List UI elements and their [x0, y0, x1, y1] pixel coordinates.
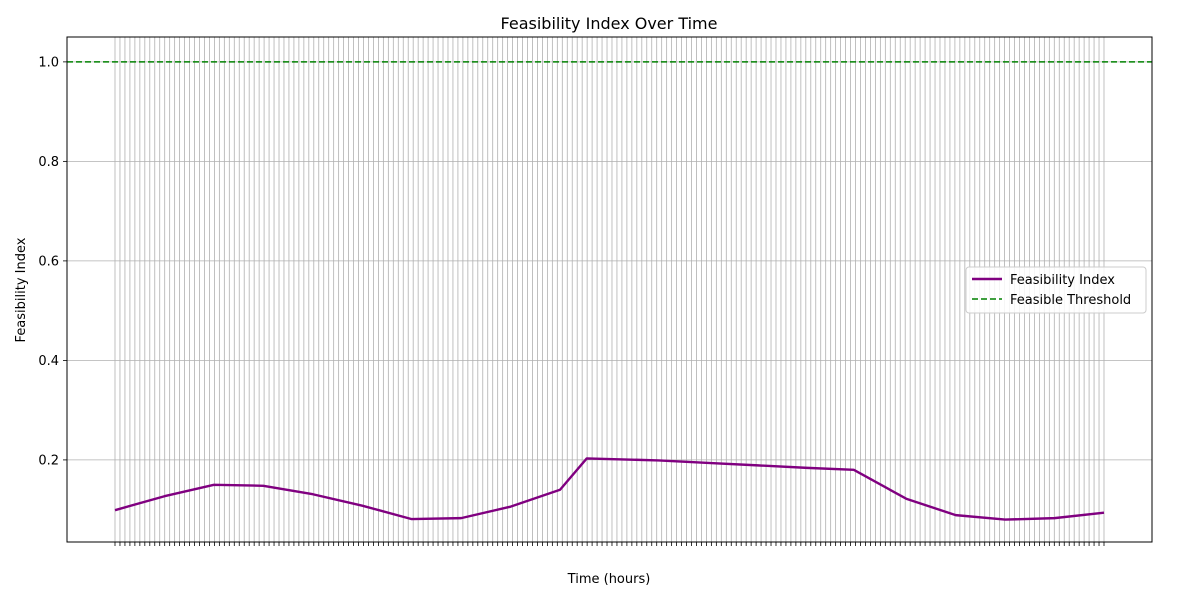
- legend: Feasibility Index Feasible Threshold: [965, 266, 1147, 314]
- y-tick-label: 0.8: [38, 155, 59, 170]
- y-tick-label: 0.2: [38, 453, 59, 468]
- y-tick-label: 0.6: [38, 254, 59, 269]
- y-axis-label: Feasibility Index: [14, 237, 29, 342]
- plot-area: [66, 36, 1153, 543]
- chart-title: Feasibility Index Over Time: [501, 14, 718, 33]
- feasibility-index-line: [114, 457, 1105, 521]
- y-ticks: 0.2 0.4 0.6 0.8 1.0: [38, 55, 67, 468]
- legend-label-feasibility-index: Feasibility Index: [1010, 273, 1115, 288]
- legend-label-feasible-threshold: Feasible Threshold: [1010, 293, 1131, 308]
- x-axis-label: Time (hours): [567, 572, 651, 587]
- legend-box: [965, 266, 1147, 314]
- y-tick-label: 0.4: [38, 354, 59, 369]
- x-tick-marks: [114, 542, 1105, 546]
- y-tick-label: 1.0: [38, 55, 59, 70]
